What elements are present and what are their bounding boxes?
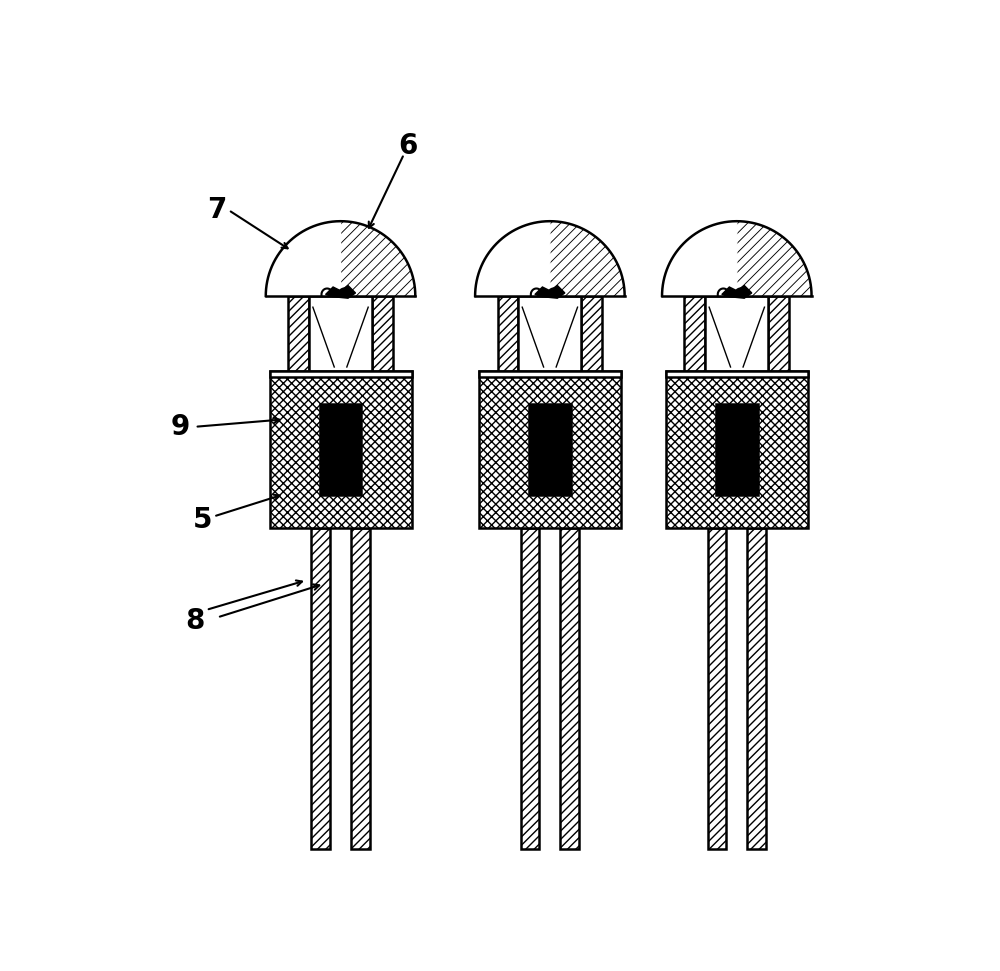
Text: 6: 6: [398, 132, 418, 160]
Polygon shape: [475, 221, 550, 296]
Bar: [708, 527, 726, 850]
Bar: [479, 371, 621, 378]
Polygon shape: [266, 221, 415, 296]
Bar: [705, 296, 768, 371]
Bar: [309, 296, 372, 371]
Bar: [521, 527, 539, 850]
Bar: [560, 527, 579, 850]
Text: 9: 9: [170, 413, 189, 441]
Bar: [684, 296, 705, 371]
Polygon shape: [535, 285, 565, 298]
Bar: [479, 371, 621, 527]
Bar: [521, 527, 539, 850]
Bar: [529, 404, 571, 495]
Bar: [288, 296, 309, 371]
Polygon shape: [722, 285, 752, 298]
Bar: [581, 296, 602, 371]
Bar: [498, 296, 518, 371]
Bar: [311, 527, 330, 850]
Bar: [372, 296, 393, 371]
Text: 5: 5: [192, 506, 212, 534]
Bar: [372, 296, 393, 371]
Bar: [288, 296, 309, 371]
Bar: [560, 527, 579, 850]
Bar: [747, 527, 766, 850]
Polygon shape: [326, 285, 355, 298]
Bar: [518, 296, 581, 371]
Bar: [498, 296, 518, 371]
Bar: [666, 371, 808, 527]
Bar: [768, 296, 789, 371]
Bar: [270, 371, 412, 378]
Bar: [270, 371, 412, 527]
Bar: [479, 371, 621, 527]
Bar: [351, 527, 370, 850]
Bar: [581, 296, 602, 371]
Bar: [708, 527, 726, 850]
Bar: [747, 527, 766, 850]
Polygon shape: [266, 221, 341, 296]
Bar: [311, 527, 330, 850]
Bar: [768, 296, 789, 371]
Bar: [351, 527, 370, 850]
Polygon shape: [662, 221, 812, 296]
Bar: [666, 371, 808, 527]
Polygon shape: [662, 221, 737, 296]
Bar: [270, 371, 412, 527]
Bar: [320, 404, 361, 495]
Bar: [684, 296, 705, 371]
Bar: [666, 371, 808, 378]
Bar: [716, 404, 758, 495]
Polygon shape: [475, 221, 625, 296]
Text: 8: 8: [185, 607, 204, 635]
Text: 7: 7: [207, 196, 227, 224]
